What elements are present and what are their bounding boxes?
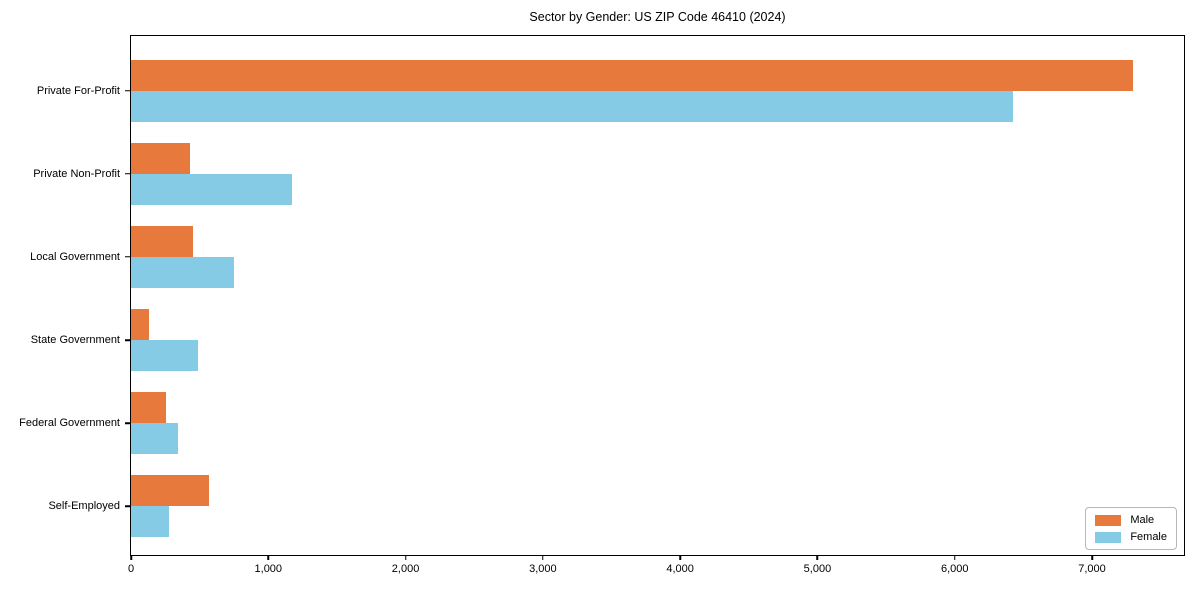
y-tick-mark bbox=[124, 173, 130, 175]
legend-label: Male bbox=[1130, 514, 1155, 526]
legend-swatch-male bbox=[1095, 514, 1122, 526]
category-row: Private For-Profit bbox=[37, 49, 1184, 132]
bar-male bbox=[131, 392, 166, 424]
bar-female bbox=[131, 173, 293, 205]
bar-female bbox=[131, 90, 1014, 122]
bar-female bbox=[131, 506, 170, 538]
plot-area: Private For-Profit Private Non-Profit Loca… bbox=[19, 35, 1185, 575]
x-tick-mark bbox=[404, 555, 407, 560]
x-tick-label: 1,000 bbox=[254, 563, 283, 575]
x-tick-label: 2,000 bbox=[391, 563, 420, 575]
legend: Male Female bbox=[1085, 507, 1177, 550]
category-label: Federal Government bbox=[19, 417, 120, 430]
x-tick-mark bbox=[130, 555, 132, 560]
category-row: State Government bbox=[31, 299, 1184, 382]
x-tick-label: 7,000 bbox=[1078, 563, 1106, 575]
y-tick-mark bbox=[124, 505, 130, 508]
x-tick-label: 6,000 bbox=[940, 563, 969, 575]
y-tick-mark bbox=[124, 339, 130, 341]
x-tick-mark bbox=[953, 555, 956, 560]
bar-male bbox=[131, 142, 191, 174]
bar-male bbox=[131, 309, 149, 341]
category-label: Private For-Profit bbox=[36, 84, 120, 97]
category-label: Private Non-Profit bbox=[33, 167, 120, 180]
category-label: State Government bbox=[30, 334, 120, 347]
category-label: Self-Employed bbox=[48, 500, 120, 513]
bar-male bbox=[131, 59, 1134, 91]
x-tick-label: 0 bbox=[127, 563, 135, 575]
bar-female bbox=[131, 340, 199, 372]
x-tick-mark bbox=[542, 555, 544, 560]
x-tick-label: 5,000 bbox=[803, 563, 832, 575]
category-row: Local Government bbox=[30, 215, 1184, 298]
legend-label: Female bbox=[1130, 531, 1167, 543]
bar-male bbox=[131, 475, 210, 507]
y-tick-mark bbox=[124, 422, 130, 425]
x-tick-mark bbox=[1091, 555, 1093, 560]
x-tick-mark bbox=[267, 555, 270, 560]
x-tick-label: 3,000 bbox=[529, 563, 557, 575]
x-tick-label: 4,000 bbox=[666, 563, 694, 575]
category-row: Federal Government bbox=[19, 382, 1184, 465]
bar-female bbox=[131, 256, 234, 288]
x-tick-mark bbox=[679, 555, 681, 560]
x-tick-mark bbox=[816, 555, 819, 560]
y-tick-mark bbox=[124, 89, 130, 92]
bar-rows: Private For-Profit Private Non-Profit Loca… bbox=[19, 36, 1184, 555]
legend-entry: Female bbox=[1095, 531, 1167, 543]
category-row: Self-Employed bbox=[48, 465, 1184, 548]
category-label: Local Government bbox=[30, 250, 120, 263]
bar-female bbox=[131, 423, 179, 455]
legend-swatch-female bbox=[1095, 531, 1122, 543]
chart-title: Sector by Gender: US ZIP Code 46410 (202… bbox=[529, 10, 786, 24]
y-tick-mark bbox=[124, 256, 130, 258]
legend-entry: Male bbox=[1095, 514, 1167, 526]
bar-male bbox=[131, 225, 194, 257]
category-row: Private Non-Profit bbox=[33, 132, 1184, 215]
